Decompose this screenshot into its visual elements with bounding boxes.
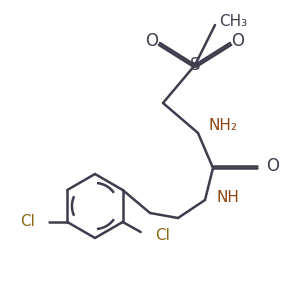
- Text: Cl: Cl: [21, 215, 35, 230]
- Text: O: O: [232, 32, 245, 50]
- Text: Cl: Cl: [155, 228, 170, 243]
- Text: NH: NH: [217, 190, 240, 206]
- Text: CH₃: CH₃: [219, 14, 247, 29]
- Text: S: S: [190, 56, 200, 74]
- Text: NH₂: NH₂: [208, 118, 237, 132]
- Text: O: O: [266, 157, 279, 175]
- Text: O: O: [146, 32, 159, 50]
